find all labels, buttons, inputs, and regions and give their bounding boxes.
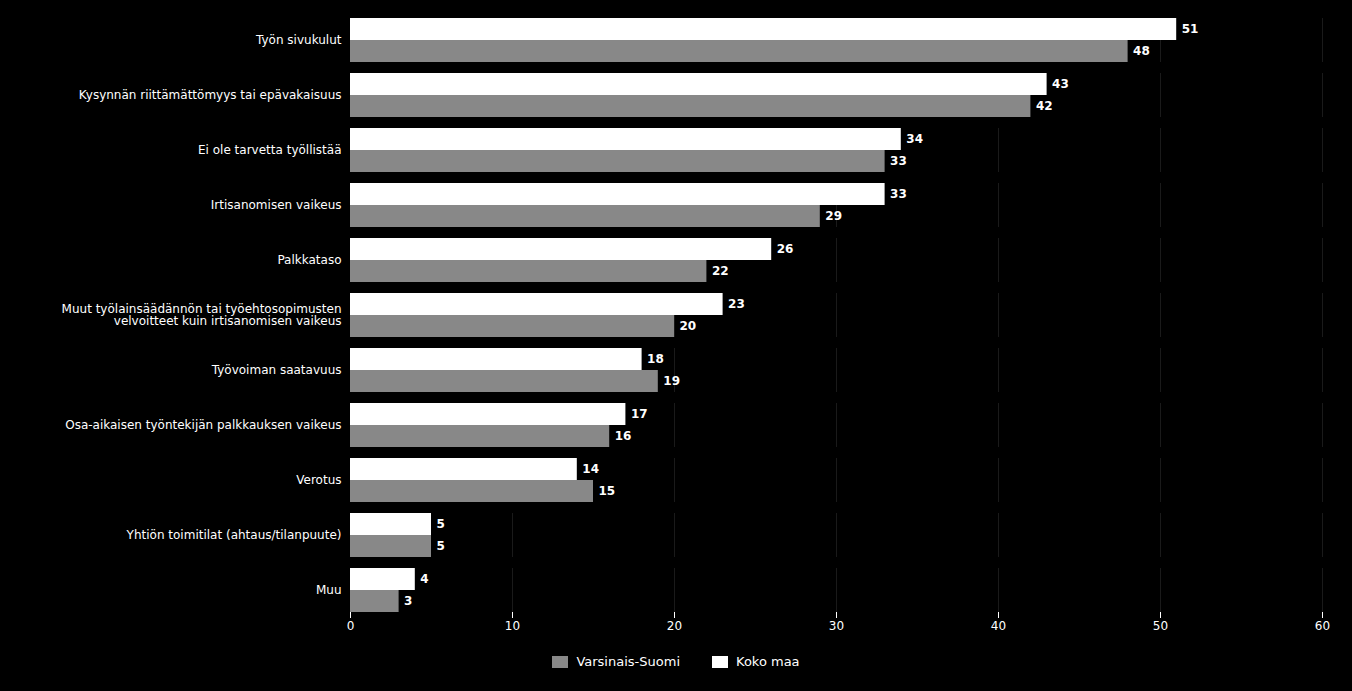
svg-text:Irtisanomisen vaikeus: Irtisanomisen vaikeus	[211, 198, 342, 212]
svg-text:14: 14	[582, 462, 599, 476]
svg-text:5: 5	[437, 517, 445, 531]
svg-text:Muut työlainsäädännön tai työe: Muut työlainsäädännön tai työehtosopimus…	[62, 302, 342, 328]
svg-text:26: 26	[777, 242, 794, 256]
svg-text:20: 20	[680, 319, 697, 333]
svg-text:22: 22	[712, 264, 729, 278]
svg-text:33: 33	[890, 154, 907, 168]
svg-text:40: 40	[991, 619, 1006, 633]
svg-text:34: 34	[906, 132, 923, 146]
svg-text:48: 48	[1133, 44, 1150, 58]
svg-text:4: 4	[420, 572, 428, 586]
svg-text:29: 29	[825, 209, 842, 223]
svg-text:16: 16	[615, 429, 632, 443]
svg-text:30: 30	[829, 619, 844, 633]
svg-text:50: 50	[1153, 619, 1168, 633]
svg-text:Verotus: Verotus	[296, 473, 341, 487]
svg-text:33: 33	[890, 187, 907, 201]
svg-text:20: 20	[667, 619, 682, 633]
svg-text:15: 15	[599, 484, 616, 498]
svg-text:5: 5	[437, 539, 445, 553]
svg-text:51: 51	[1182, 22, 1199, 36]
svg-text:43: 43	[1052, 77, 1069, 91]
svg-text:Osa-aikaisen työntekijän palkk: Osa-aikaisen työntekijän palkkauksen vai…	[65, 418, 341, 432]
svg-text:60: 60	[1315, 619, 1330, 633]
html-text:Varsinais-Suomi: Varsinais-Suomi	[576, 654, 680, 669]
svg-text:17: 17	[631, 407, 648, 421]
svg-text:18: 18	[647, 352, 664, 366]
svg-text:42: 42	[1036, 99, 1053, 113]
svg-text:Yhtiön toimitilat (ahtaus/tila: Yhtiön toimitilat (ahtaus/tilanpuute)	[126, 528, 342, 542]
svg-text:Muu: Muu	[316, 583, 342, 597]
svg-text:Kysynnän riittämättömyys tai e: Kysynnän riittämättömyys tai epävakaisuu…	[79, 88, 342, 102]
html-text:Koko maa: Koko maa	[736, 654, 800, 669]
svg-text:0: 0	[347, 619, 355, 633]
svg-text:Työvoiman saatavuus: Työvoiman saatavuus	[211, 363, 342, 377]
svg-text:Palkkataso: Palkkataso	[277, 253, 341, 267]
svg-text:23: 23	[728, 297, 745, 311]
svg-text:3: 3	[404, 594, 412, 608]
svg-text:19: 19	[663, 374, 680, 388]
svg-text:10: 10	[505, 619, 520, 633]
svg-text:Työn sivukulut: Työn sivukulut	[255, 33, 342, 47]
svg-text:Ei ole tarvetta työllistää: Ei ole tarvetta työllistää	[198, 143, 341, 157]
